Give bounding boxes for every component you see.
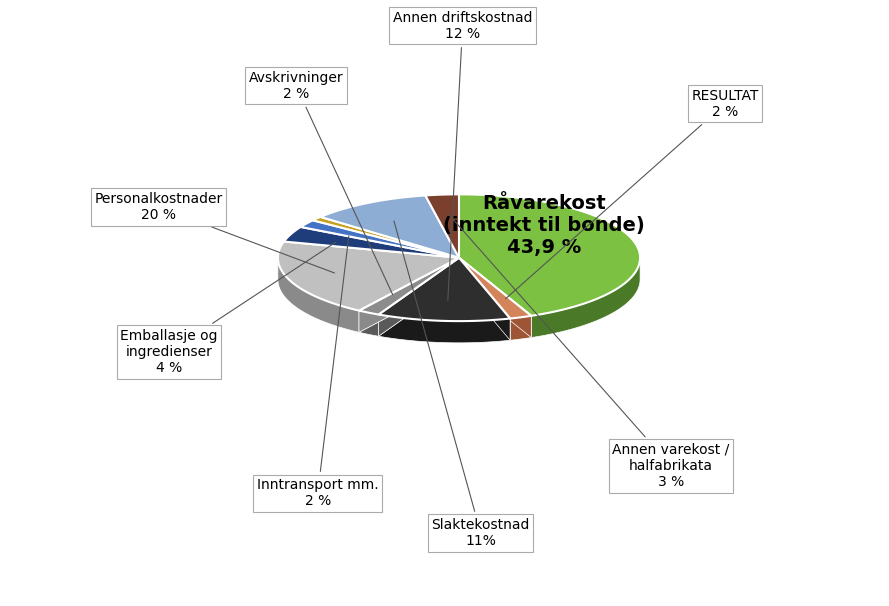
Text: Personalkostnader
20 %: Personalkostnader 20 % (94, 192, 334, 273)
Text: Inntransport mm.
2 %: Inntransport mm. 2 % (257, 236, 379, 508)
Text: RESULTAT
2 %: RESULTAT 2 % (506, 88, 759, 299)
Text: Slaktekostnad
11%: Slaktekostnad 11% (394, 221, 530, 548)
Polygon shape (359, 258, 459, 332)
Polygon shape (313, 217, 459, 258)
Polygon shape (379, 315, 510, 343)
Polygon shape (425, 195, 459, 258)
Polygon shape (459, 258, 532, 319)
Polygon shape (459, 258, 510, 340)
Polygon shape (284, 227, 459, 258)
Polygon shape (379, 258, 459, 336)
Polygon shape (278, 258, 359, 332)
Polygon shape (359, 258, 459, 315)
Polygon shape (320, 195, 459, 258)
Polygon shape (278, 242, 459, 311)
Polygon shape (459, 258, 510, 340)
Text: Emballasje og
ingredienser
4 %: Emballasje og ingredienser 4 % (121, 242, 336, 375)
Text: Annen driftskostnad
12 %: Annen driftskostnad 12 % (393, 11, 533, 301)
Polygon shape (359, 311, 379, 336)
Polygon shape (459, 258, 532, 338)
Polygon shape (379, 258, 459, 336)
Text: Avskrivninger
2 %: Avskrivninger 2 % (249, 70, 393, 295)
Text: Annen varekost /
halfabrikata
3 %: Annen varekost / halfabrikata 3 % (449, 215, 730, 489)
Text: Råvarekost
(inntekt til bonde)
43,9 %: Råvarekost (inntekt til bonde) 43,9 % (444, 194, 645, 256)
Polygon shape (532, 258, 640, 338)
Polygon shape (510, 316, 532, 340)
Polygon shape (300, 221, 459, 258)
Polygon shape (459, 258, 532, 338)
Polygon shape (459, 195, 640, 316)
Polygon shape (359, 258, 459, 332)
Polygon shape (379, 258, 510, 321)
